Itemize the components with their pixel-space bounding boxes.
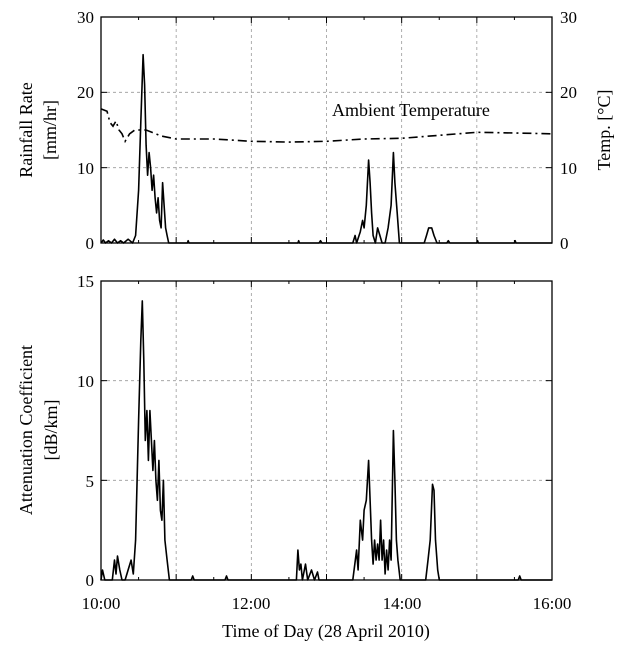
rainfall-panel: 0 10 20 30 0 10 20 30 Rainfall Rate [mm/… [16,8,614,253]
xtick-1400: 14:00 [383,594,422,613]
top-ytick-right-20: 20 [560,83,577,102]
bottom-ytick-0: 0 [86,571,95,590]
top-ytick-right-0: 0 [560,234,569,253]
bottom-ytick-10: 10 [77,372,94,391]
ambient-temperature-series [100,108,553,144]
top-ytick-right-30: 30 [560,8,577,27]
attenuation-unit: [dB/km] [41,400,61,461]
bottom-ytick-5: 5 [86,472,95,491]
top-ytick-left-10: 10 [77,159,94,178]
xtick-1000: 10:00 [82,594,121,613]
rainfall-rate-series [100,53,552,244]
rainfall-rate-unit: [mm/hr] [40,100,60,160]
bottom-grid [101,281,552,580]
ambient-temperature-annotation: Ambient Temperature [332,100,490,120]
top-ytick-right-10: 10 [560,159,577,178]
xtick-1200: 12:00 [232,594,271,613]
attenuation-ylabel: Attenuation Coefficient [16,345,36,515]
attenuation-coefficient-series [100,300,552,581]
bottom-ytick-15: 15 [77,272,94,291]
temperature-ylabel: Temp. [°C] [594,90,614,171]
top-ytick-left-20: 20 [77,83,94,102]
top-ytick-left-0: 0 [86,234,95,253]
top-ytick-left-30: 30 [77,8,94,27]
rainfall-rate-ylabel: Rainfall Rate [16,82,36,177]
x-axis-label: Time of Day (28 April 2010) [222,621,430,642]
xtick-1600: 16:00 [533,594,572,613]
attenuation-panel: 0 5 10 15 10:00 12:00 14:00 16:00 Attenu… [16,272,571,642]
top-grid [101,17,552,243]
